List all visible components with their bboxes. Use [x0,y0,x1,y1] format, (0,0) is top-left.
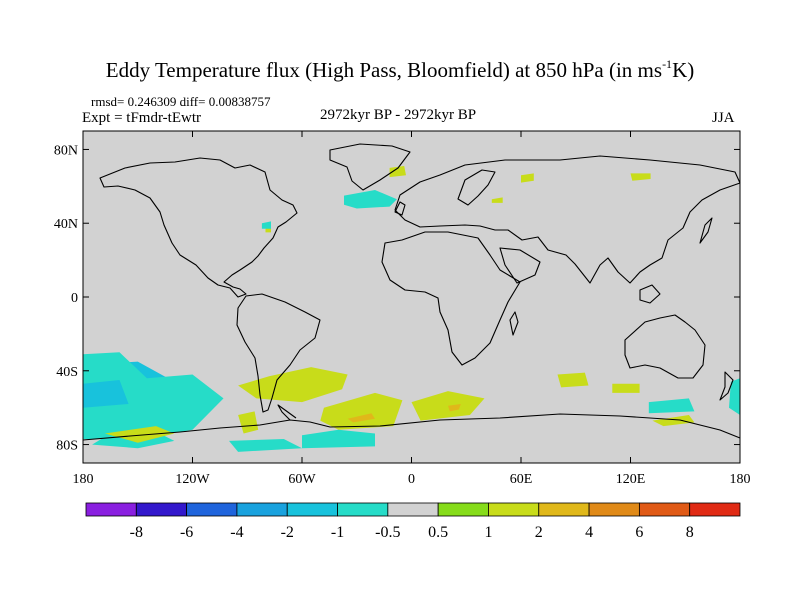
shaded-region-20 [521,173,534,183]
chart-title: Eddy Temperature flux (High Pass, Bloomf… [105,57,695,82]
madagascar-coast [509,311,519,336]
shaded-region-5 [83,380,129,408]
colorbar-box [85,502,137,517]
colorbar-box [387,502,439,517]
uk-coast [394,201,406,216]
experiment-label: Expt = tFmdr-tEwtr [82,110,201,126]
shaded-region-4 [104,426,175,443]
colorbar-box [337,502,389,517]
colorbar-label: 8 [686,524,694,541]
x-tick-label: 180 [73,472,94,487]
y-axis: 80N 40N 0 40S 80S [54,143,740,454]
shaded-region-10 [347,413,375,423]
colorbar-box [186,502,238,517]
rmsd-diff-stats: rmsd= 0.246309 diff= 0.00838757 [91,94,271,109]
colorbar-label: -8 [130,524,143,541]
africa-coast [381,231,521,366]
colorbar-box [689,502,741,517]
y-tick-label: 0 [71,291,78,306]
coastlines [82,143,741,441]
shaded-region-16 [648,398,695,414]
x-tick-label: 180 [730,472,751,487]
x-tick-label: 120E [616,472,646,487]
colorbar-box [588,502,640,517]
x-tick-label: 60W [288,472,316,487]
shaded-region-8 [302,429,375,449]
shaded-region-19 [389,166,406,178]
south-america-coast [236,293,321,413]
colorbar-label: -0.5 [375,524,400,541]
colorbar-label: 6 [635,524,643,541]
shaded-region-2 [83,352,224,439]
season-label: JJA [712,110,735,126]
shaded-region-14 [612,383,640,393]
shaded-region-22 [491,197,503,203]
colorbar: -8 -6 -4 -2 -1 -0.5 0.5 1 2 4 6 8 [85,502,741,541]
shaded-region-7 [229,439,302,452]
colorbar-box [488,502,540,517]
x-tick-label: 120W [175,472,210,487]
colorbar-label: 4 [585,524,593,541]
period-label: 2972kyr BP - 2972kyr BP [320,107,477,123]
shaded-region-13 [557,372,589,388]
y-tick-label: 80N [54,143,78,158]
new-zealand-coast [719,371,734,401]
shaded-region-12 [448,404,461,412]
antarctica-coast [82,413,741,441]
x-axis: 180 120W 60W 0 60E 120E 180 [73,131,751,487]
x-tick-label: 0 [408,472,415,487]
x-tick-label: 60E [510,472,533,487]
colorbar-label: -1 [331,524,344,541]
arabia-coast [499,247,541,284]
scandinavia-coast [457,169,496,206]
y-tick-label: 40N [54,217,78,232]
shaded-region-15 [652,415,695,427]
shaded-region-24 [261,221,271,229]
shaded-region-0 [238,367,348,403]
borneo-coast [639,284,661,304]
shaded-region-6 [238,411,259,434]
colorbar-box [538,502,590,517]
shaded-region-18 [344,190,397,209]
antarctic-peninsula-coast [277,404,297,421]
y-tick-label: 80S [56,439,78,454]
north-america-coast [99,157,298,298]
japan-coast [699,217,713,244]
colorbar-label: -4 [230,524,243,541]
shaded-anomaly-regions [83,166,740,452]
colorbar-box [437,502,489,517]
australia-coast [624,314,706,379]
shaded-region-11 [411,391,485,421]
shaded-region-9 [320,392,403,430]
colorbar-label: 1 [484,524,492,541]
colorbar-label: -2 [281,524,294,541]
y-tick-label: 40S [56,365,78,380]
shaded-region-17 [729,378,740,415]
eurasia-coast [394,155,741,284]
colorbar-box [236,502,288,517]
colorbar-label: 2 [535,524,543,541]
colorbar-box [638,502,691,517]
colorbar-label: 0.5 [428,524,448,541]
greenland-coast [329,143,411,191]
colorbar-box [135,502,188,517]
colorbar-box [286,502,338,517]
colorbar-label: -6 [180,524,193,541]
shaded-region-21 [630,173,651,181]
